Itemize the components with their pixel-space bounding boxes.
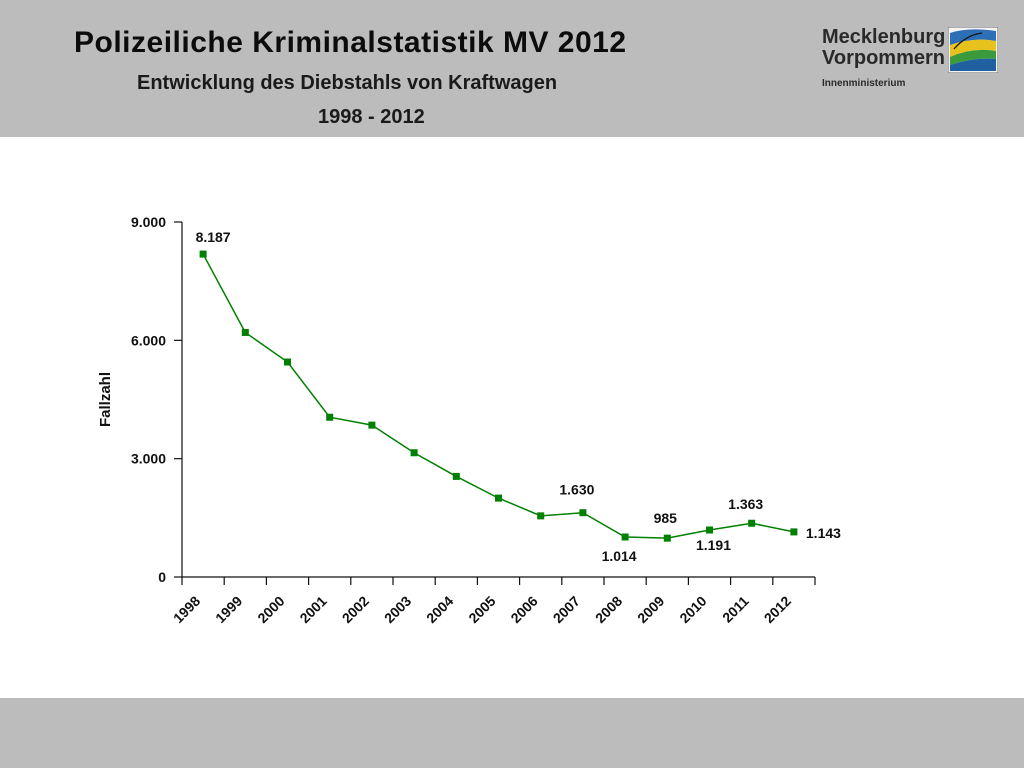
- x-tick-label: 2003: [381, 593, 414, 626]
- state-emblem-icon: [948, 27, 998, 73]
- data-label: 985: [654, 510, 678, 526]
- data-point: [199, 250, 207, 258]
- data-label: 1.363: [728, 496, 763, 512]
- data-point: [368, 421, 376, 429]
- x-tick-label: 1998: [170, 593, 203, 626]
- data-label: 1.191: [696, 537, 731, 553]
- x-tick-label: 2011: [719, 593, 752, 626]
- ministry-logo: Mecklenburg Vorpommern Innenministerium: [822, 26, 1002, 96]
- data-point: [663, 534, 671, 542]
- data-point: [326, 413, 334, 421]
- data-point: [790, 528, 798, 536]
- logo-text-vorpommern: Vorpommern: [822, 47, 945, 69]
- data-point: [706, 526, 713, 534]
- data-label: 8.187: [196, 229, 231, 245]
- data-point: [621, 533, 629, 541]
- data-point: [241, 328, 249, 336]
- data-point: [748, 519, 756, 527]
- x-tick-label: 2004: [423, 593, 456, 626]
- line-chart: 0 3.000 6.000 9.000 1998 1999 2000 2001 2002 2003…: [97, 214, 841, 626]
- header-band: Polizeiliche Kriminalstatistik MV 2012 E…: [0, 0, 1024, 137]
- logo-text-mecklenburg: Mecklenburg: [822, 26, 946, 48]
- y-axis-title: Fallzahl: [97, 372, 114, 427]
- y-tick-label: 0: [158, 569, 166, 585]
- data-point: [284, 358, 291, 366]
- x-tick-label: 2006: [507, 593, 540, 626]
- x-tick-label: 2005: [465, 593, 498, 626]
- logo-text-innenministerium: Innenministerium: [822, 78, 906, 89]
- x-tick-label: 1999: [212, 593, 245, 626]
- data-point: [579, 509, 587, 517]
- page-subtitle: Entwicklung des Diebstahls von Kraftwage…: [137, 72, 558, 94]
- page-title: Polizeiliche Kriminalstatistik MV 2012: [74, 26, 627, 59]
- data-label: 1.630: [559, 482, 594, 498]
- data-label: 1.014: [602, 548, 637, 564]
- x-tick-label: 2009: [634, 593, 667, 626]
- x-tick-label: 2007: [550, 593, 583, 626]
- x-tick-label: 2008: [592, 593, 625, 626]
- data-point: [452, 472, 460, 480]
- data-label: 1.143: [806, 525, 841, 541]
- y-tick-label: 6.000: [131, 332, 166, 348]
- x-tick-label: 2012: [761, 593, 794, 626]
- y-tick-label: 9.000: [131, 214, 166, 230]
- footer-band: [0, 698, 1024, 768]
- x-tick-label: 2010: [676, 593, 709, 626]
- x-tick-label: 2000: [254, 593, 287, 626]
- x-tick-label: 2001: [296, 593, 329, 626]
- data-point: [410, 449, 418, 457]
- data-point: [495, 494, 502, 502]
- plot-area: 0 3.000 6.000 9.000 1998 1999 2000 2001 2002 2003…: [97, 214, 841, 626]
- y-tick-label: 3.000: [131, 451, 166, 467]
- period-label: 1998 - 2012: [318, 106, 425, 128]
- data-point: [537, 512, 545, 520]
- x-tick-label: 2002: [339, 593, 372, 626]
